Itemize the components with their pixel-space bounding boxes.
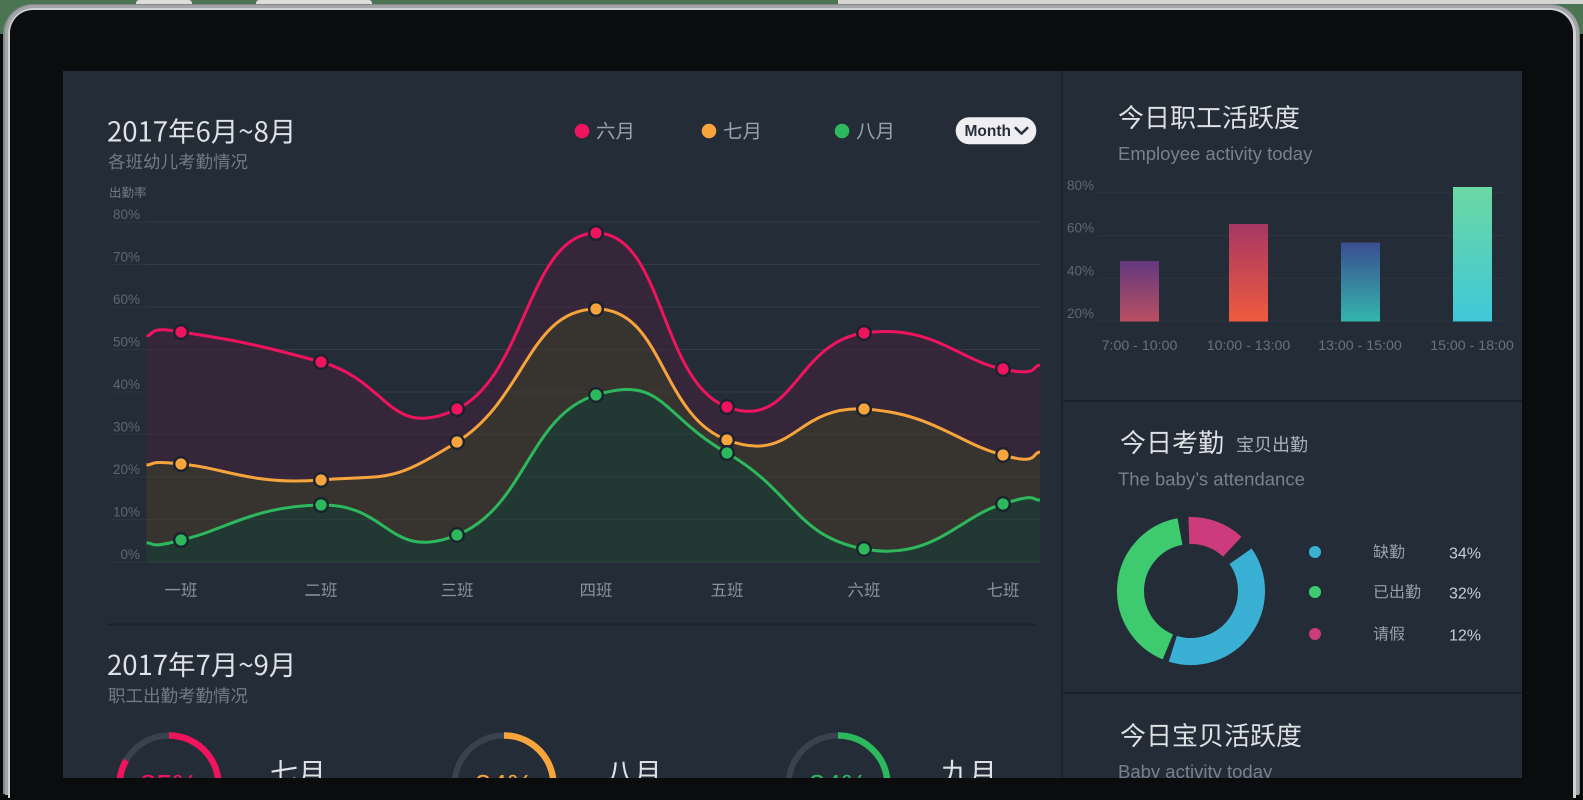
- svg-text:60%: 60%: [1067, 221, 1094, 236]
- svg-text:30%: 30%: [113, 420, 140, 435]
- svg-text:13:00 - 15:00: 13:00 - 15:00: [1318, 338, 1402, 354]
- svg-text:50%: 50%: [113, 335, 140, 350]
- svg-text:40%: 40%: [1067, 263, 1094, 278]
- svg-text:85%: 85%: [140, 770, 198, 778]
- svg-text:60%: 60%: [113, 292, 140, 307]
- svg-text:70%: 70%: [113, 250, 140, 265]
- svg-text:The baby’s attendance: The baby’s attendance: [1118, 469, 1305, 490]
- svg-text:10:00 - 13:00: 10:00 - 13:00: [1207, 338, 1291, 354]
- svg-text:80%: 80%: [113, 207, 140, 222]
- svg-text:0%: 0%: [120, 547, 140, 562]
- svg-text:15:00 - 18:00: 15:00 - 18:00: [1430, 338, 1514, 354]
- svg-text:80%: 80%: [1067, 178, 1094, 193]
- svg-text:84%: 84%: [475, 770, 533, 778]
- svg-text:84%: 84%: [809, 770, 867, 778]
- svg-text:40%: 40%: [113, 377, 140, 392]
- svg-text:Employee activity today: Employee activity today: [1118, 143, 1313, 164]
- svg-text:12%: 12%: [1449, 628, 1481, 645]
- svg-text:20%: 20%: [113, 462, 140, 477]
- svg-text:7:00 - 10:00: 7:00 - 10:00: [1102, 338, 1178, 354]
- svg-text:20%: 20%: [1067, 306, 1094, 321]
- svg-text:32%: 32%: [1449, 586, 1481, 603]
- svg-text:Baby activity today: Baby activity today: [1118, 761, 1273, 778]
- svg-text:34%: 34%: [1449, 546, 1481, 563]
- svg-text:Month: Month: [965, 123, 1011, 140]
- svg-text:10%: 10%: [113, 505, 140, 520]
